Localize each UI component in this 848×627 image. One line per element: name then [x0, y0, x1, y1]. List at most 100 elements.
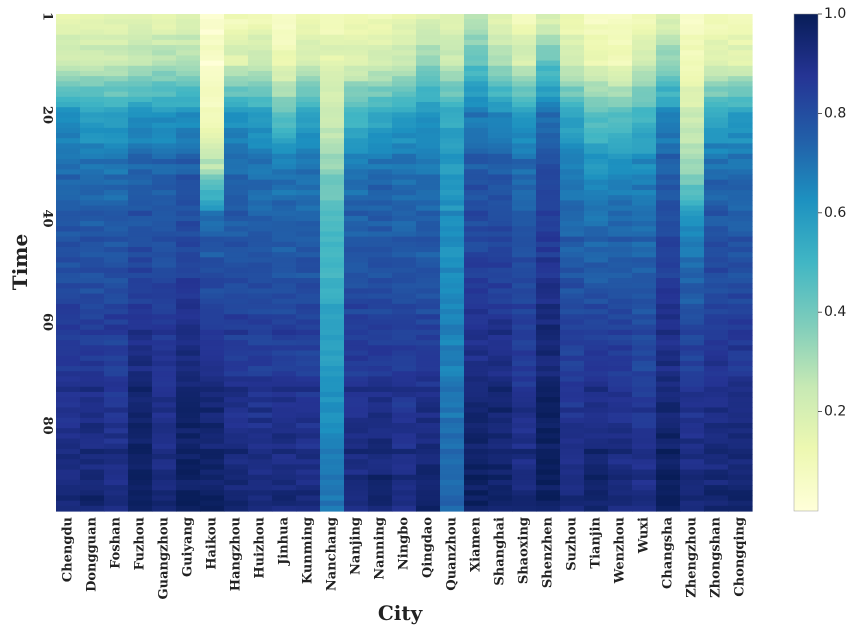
- heatmap-cell: [320, 86, 345, 93]
- heatmap-cell: [440, 107, 465, 113]
- heatmap-cell: [680, 190, 705, 196]
- heatmap-cell: [224, 433, 249, 440]
- heatmap-cell: [512, 376, 537, 383]
- heatmap-cell: [560, 474, 585, 481]
- heatmap-cell: [56, 86, 81, 93]
- heatmap-cell: [464, 355, 489, 362]
- heatmap-cell: [464, 267, 489, 274]
- heatmap-cell: [176, 190, 201, 196]
- heatmap-cell: [368, 298, 393, 305]
- heatmap-cell: [248, 350, 273, 357]
- heatmap-cell: [320, 127, 345, 134]
- heatmap-cell: [128, 360, 153, 367]
- heatmap-cell: [392, 371, 417, 377]
- heatmap-cell: [320, 184, 345, 191]
- heatmap-cell: [224, 122, 249, 129]
- heatmap-cell: [152, 309, 177, 315]
- heatmap-cell: [392, 148, 417, 155]
- heatmap-cell: [728, 153, 753, 160]
- heatmap-cell: [488, 474, 513, 481]
- heatmap-cell: [440, 148, 465, 155]
- heatmap-cell: [152, 39, 177, 46]
- heatmap-cell: [416, 138, 441, 145]
- heatmap-cell: [536, 278, 561, 284]
- heatmap-cell: [176, 122, 201, 129]
- heatmap-cell: [656, 221, 681, 227]
- heatmap-cell: [176, 438, 201, 445]
- heatmap-cell: [128, 324, 153, 331]
- heatmap-cell: [392, 485, 417, 491]
- heatmap-cell: [680, 391, 705, 398]
- heatmap-cell: [392, 138, 417, 145]
- x-tick-label: Haikou: [205, 517, 220, 570]
- heatmap-cell: [392, 340, 417, 346]
- heatmap-cell: [152, 76, 177, 82]
- heatmap-cell: [56, 65, 81, 72]
- heatmap-cell: [680, 397, 705, 403]
- heatmap-cell: [536, 169, 561, 176]
- heatmap-cell: [560, 350, 585, 357]
- heatmap-cell: [320, 117, 345, 124]
- heatmap-cell: [680, 376, 705, 383]
- heatmap-cell: [200, 443, 225, 450]
- heatmap-cell: [728, 50, 753, 57]
- heatmap-cell: [656, 407, 681, 414]
- heatmap-cell: [296, 91, 321, 98]
- heatmap-cell: [128, 148, 153, 155]
- x-tick-label: Zhengzhou: [685, 517, 700, 598]
- heatmap-cell: [344, 402, 369, 409]
- heatmap-cell: [176, 24, 201, 31]
- heatmap-cell: [584, 138, 609, 145]
- heatmap-cell: [128, 246, 153, 253]
- heatmap-cell: [632, 417, 657, 424]
- heatmap-cell: [440, 505, 465, 512]
- heatmap-cell: [704, 241, 729, 248]
- heatmap-cell: [440, 324, 465, 331]
- heatmap-cell: [632, 55, 657, 62]
- heatmap-cell: [488, 143, 513, 150]
- heatmap-cell: [56, 60, 81, 67]
- heatmap-cell: [560, 293, 585, 300]
- heatmap-cell: [272, 14, 297, 20]
- heatmap-cell: [488, 288, 513, 295]
- heatmap-cell: [632, 29, 657, 36]
- heatmap-cell: [344, 81, 369, 88]
- heatmap-cell: [584, 500, 609, 507]
- heatmap-cell: [584, 314, 609, 321]
- heatmap-cell: [464, 29, 489, 36]
- heatmap-cell: [464, 293, 489, 300]
- heatmap-cell: [80, 428, 105, 434]
- heatmap-cell: [56, 464, 81, 471]
- heatmap-cell: [320, 319, 345, 326]
- heatmap-cell: [632, 360, 657, 367]
- heatmap-cell: [488, 190, 513, 196]
- heatmap-cell: [680, 490, 705, 497]
- heatmap-cell: [392, 459, 417, 466]
- heatmap-cell: [152, 469, 177, 476]
- heatmap-cell: [416, 355, 441, 362]
- heatmap-cell: [728, 448, 753, 455]
- heatmap-cell: [728, 283, 753, 289]
- heatmap-cell: [296, 417, 321, 424]
- heatmap-cell: [176, 179, 201, 186]
- heatmap-cell: [464, 464, 489, 471]
- heatmap-cell: [104, 76, 129, 82]
- heatmap-cell: [272, 422, 297, 429]
- heatmap-cell: [560, 148, 585, 155]
- heatmap-cell: [80, 371, 105, 377]
- heatmap-cell: [488, 34, 513, 41]
- heatmap-cell: [584, 298, 609, 305]
- heatmap-cell: [440, 29, 465, 36]
- heatmap-cell: [128, 86, 153, 93]
- heatmap-cell: [584, 391, 609, 398]
- heatmap-cell: [704, 70, 729, 77]
- heatmap-cell: [488, 459, 513, 466]
- heatmap-cell: [248, 19, 273, 25]
- heatmap-cell: [536, 184, 561, 191]
- heatmap-cell: [56, 298, 81, 305]
- heatmap-cell: [536, 205, 561, 212]
- heatmap-cell: [704, 386, 729, 393]
- heatmap-cell: [56, 495, 81, 502]
- heatmap-cell: [488, 174, 513, 181]
- heatmap-cell: [344, 355, 369, 362]
